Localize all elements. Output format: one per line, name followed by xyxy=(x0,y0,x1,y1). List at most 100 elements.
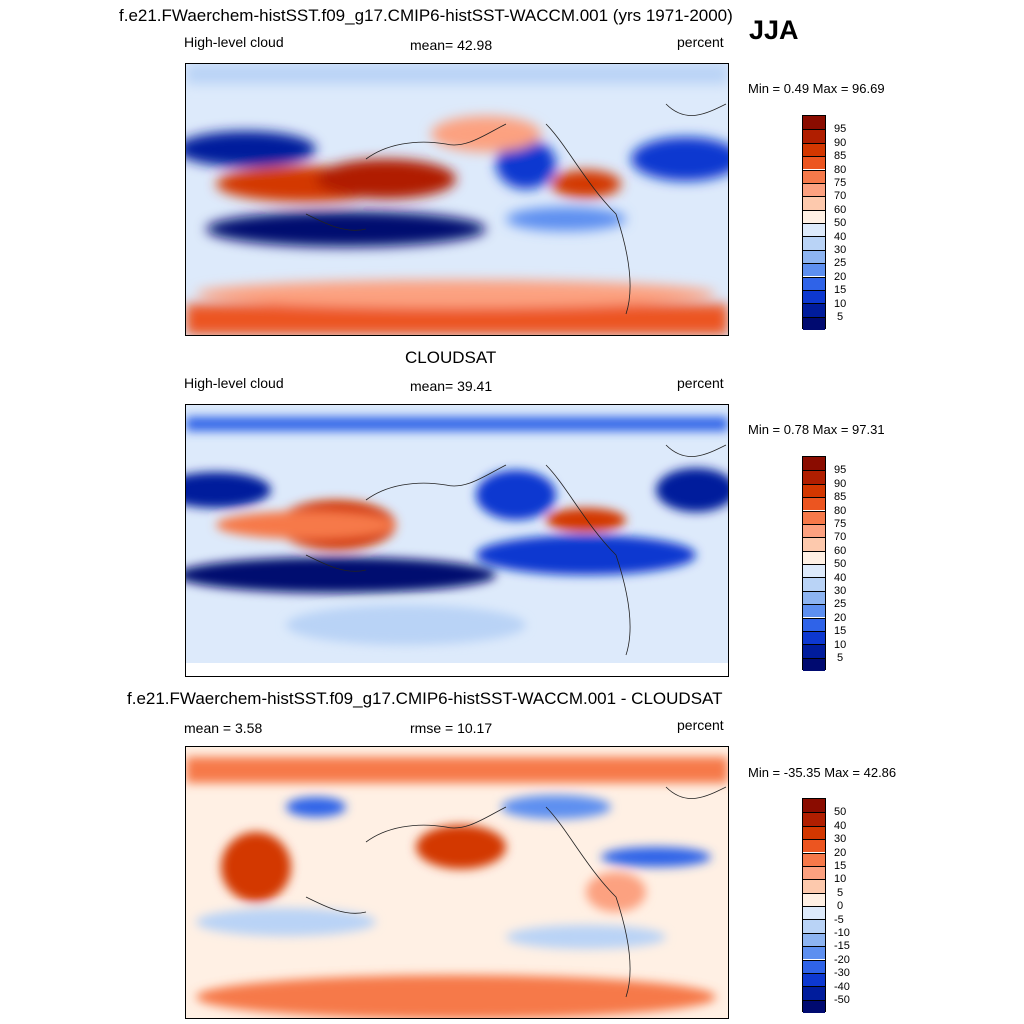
panel-1-left-label: High-level cloud xyxy=(184,34,284,50)
panel-1-units: percent xyxy=(677,34,724,50)
panel-2-left-label: High-level cloud xyxy=(184,375,284,391)
colorbar-tick-label: 60 xyxy=(834,545,847,557)
colorbar-swatch xyxy=(803,316,825,330)
colorbar-swatch xyxy=(803,169,825,183)
colorbar-swatch xyxy=(803,497,825,511)
colorbar-swatch xyxy=(803,799,825,813)
colorbar-tick-label: 40 xyxy=(834,820,847,832)
colorbar-swatch xyxy=(803,116,825,130)
colorbar-swatch xyxy=(803,825,825,840)
colorbar-swatch xyxy=(803,932,825,947)
colorbar-swatch xyxy=(803,550,825,564)
colorbar-tick-label: 70 xyxy=(834,531,847,543)
colorbar-swatch xyxy=(803,182,825,197)
panel-3-map xyxy=(185,746,729,1019)
colorbar-swatch xyxy=(803,129,825,143)
colorbar-tick-label: 5 xyxy=(837,887,844,899)
colorbar-swatch xyxy=(803,142,825,157)
colorbar-swatch xyxy=(803,852,825,866)
panel-3-mean-label: mean = 3.58 xyxy=(184,720,263,736)
colorbar-swatch xyxy=(803,457,825,471)
colorbar-tick-label: 5 xyxy=(837,311,844,323)
colorbar-tick-label: 20 xyxy=(834,847,847,859)
panel-3-title: f.e21.FWaerchem-histSST.f09_g17.CMIP6-hi… xyxy=(127,689,723,708)
panel-1-colorbar xyxy=(802,115,826,330)
colorbar-swatch xyxy=(803,959,825,973)
colorbar-tick-label: -10 xyxy=(834,927,850,939)
colorbar-tick-label: 15 xyxy=(834,284,847,296)
colorbar-tick-label: 80 xyxy=(834,164,847,176)
colorbar-swatch xyxy=(803,972,825,987)
colorbar-tick-label: -30 xyxy=(834,967,850,979)
colorbar-tick-label: 20 xyxy=(834,271,847,283)
colorbar-tick-label: 25 xyxy=(834,598,847,610)
colorbar-tick-label: -50 xyxy=(834,994,850,1006)
colorbar-swatch xyxy=(803,470,825,484)
colorbar-swatch xyxy=(803,946,825,960)
colorbar-tick-label: 90 xyxy=(834,478,847,490)
colorbar-tick-label: 30 xyxy=(834,833,847,845)
colorbar-swatch xyxy=(803,999,825,1013)
panel-2-colorbar xyxy=(802,456,826,671)
colorbar-swatch xyxy=(803,590,825,605)
panel-3-units: percent xyxy=(677,717,724,733)
colorbar-tick-label: 50 xyxy=(834,217,847,229)
colorbar-tick-label: -5 xyxy=(834,914,844,926)
season-label: JJA xyxy=(749,15,799,45)
colorbar-swatch xyxy=(803,906,825,920)
colorbar-swatch xyxy=(803,510,825,524)
colorbar-swatch xyxy=(803,263,825,277)
colorbar-swatch xyxy=(803,865,825,880)
panel-2-mean-label: mean= 39.41 xyxy=(410,378,493,394)
colorbar-tick-label: 30 xyxy=(834,585,847,597)
colorbar-tick-label: 95 xyxy=(834,464,847,476)
colorbar-swatch xyxy=(803,604,825,618)
colorbar-swatch xyxy=(803,523,825,538)
colorbar-tick-label: 50 xyxy=(834,806,847,818)
colorbar-tick-label: 85 xyxy=(834,491,847,503)
colorbar-swatch xyxy=(803,879,825,893)
colorbar-tick-label: 75 xyxy=(834,518,847,530)
colorbar-tick-label: 85 xyxy=(834,150,847,162)
colorbar-swatch xyxy=(803,196,825,210)
panel-2-units: percent xyxy=(677,375,724,391)
colorbar-tick-label: 60 xyxy=(834,204,847,216)
colorbar-swatch xyxy=(803,812,825,826)
colorbar-swatch xyxy=(803,577,825,591)
panel-2-title: CLOUDSAT xyxy=(405,348,497,367)
colorbar-tick-label: -20 xyxy=(834,954,850,966)
colorbar-tick-label: 90 xyxy=(834,137,847,149)
colorbar-tick-label: 15 xyxy=(834,860,847,872)
colorbar-tick-label: 0 xyxy=(837,900,844,912)
colorbar-tick-label: 40 xyxy=(834,231,847,243)
colorbar-swatch xyxy=(803,223,825,237)
colorbar-swatch xyxy=(803,564,825,578)
colorbar-tick-label: 50 xyxy=(834,558,847,570)
colorbar-swatch xyxy=(803,630,825,645)
colorbar-swatch xyxy=(803,249,825,264)
colorbar-swatch xyxy=(803,537,825,551)
colorbar-swatch xyxy=(803,483,825,498)
panel-3-rmse-label: rmse = 10.17 xyxy=(410,720,493,736)
panel-2-map xyxy=(185,404,729,677)
panel-2-minmax: Min = 0.78 Max = 97.31 xyxy=(748,422,885,437)
colorbar-tick-label: 30 xyxy=(834,244,847,256)
panel-3-colorbar xyxy=(802,798,826,1013)
colorbar-swatch xyxy=(803,303,825,317)
colorbar-swatch xyxy=(803,986,825,1000)
colorbar-tick-label: 20 xyxy=(834,612,847,624)
colorbar-tick-label: 10 xyxy=(834,639,847,651)
panel-1-mean-label: mean= 42.98 xyxy=(410,37,493,53)
colorbar-tick-label: 25 xyxy=(834,257,847,269)
colorbar-swatch xyxy=(803,892,825,906)
panel-1-title: f.e21.FWaerchem-histSST.f09_g17.CMIP6-hi… xyxy=(119,6,733,25)
colorbar-tick-label: 75 xyxy=(834,177,847,189)
colorbar-swatch xyxy=(803,617,825,631)
colorbar-tick-label: 95 xyxy=(834,123,847,135)
colorbar-tick-label: 15 xyxy=(834,625,847,637)
colorbar-swatch xyxy=(803,276,825,290)
colorbar-tick-label: -40 xyxy=(834,981,850,993)
panel-1-map xyxy=(185,63,729,336)
colorbar-swatch xyxy=(803,657,825,671)
panel-1-minmax: Min = 0.49 Max = 96.69 xyxy=(748,81,885,96)
